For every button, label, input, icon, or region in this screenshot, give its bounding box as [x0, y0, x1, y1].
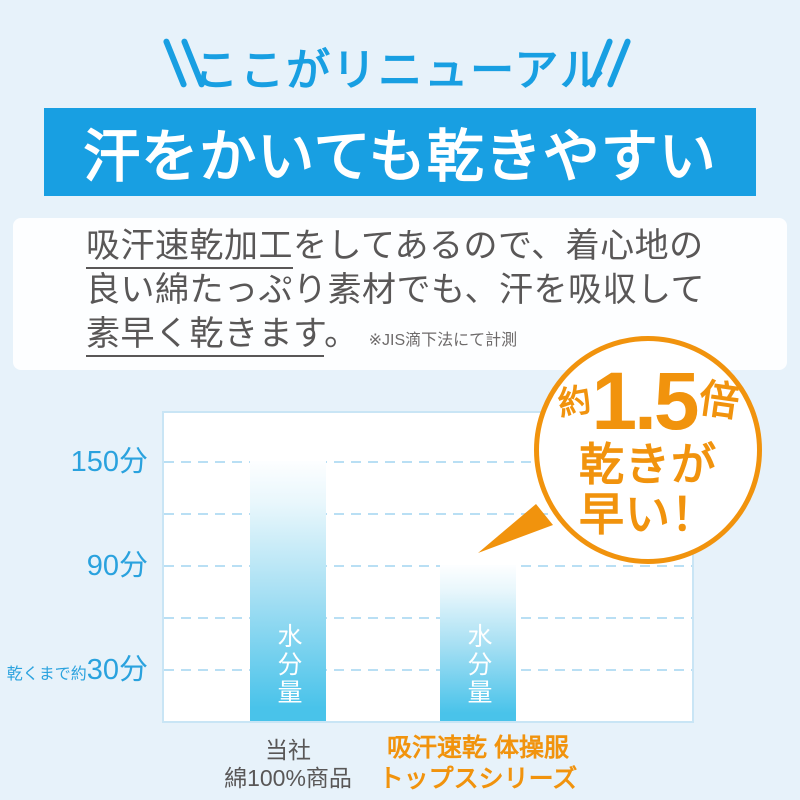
chart-gridlines	[164, 413, 692, 721]
x-label-quickdry-product: 吸汗速乾 体操服 トップスシリーズ	[378, 734, 578, 793]
badge-line-2: 乾きが	[578, 439, 717, 491]
badge-prefix: 約	[554, 380, 594, 423]
bar-0: 水分量	[250, 461, 326, 721]
gridline	[164, 617, 692, 619]
gridline	[164, 669, 692, 671]
y-axis-ticks: 150分 90分乾くまで約30分	[0, 0, 150, 800]
headline-text: 汗をかいても乾きやすい	[83, 125, 717, 189]
badge-value: 1.5	[591, 355, 700, 447]
y-tick-label: 150分	[70, 446, 148, 478]
y-tick-label: 90分	[86, 550, 148, 582]
underlined-keyword: 素早く乾きます	[86, 315, 325, 357]
y-tick-label: 乾くまで約30分	[6, 654, 148, 686]
description-line-3: 素早く乾きます。 ※JIS滴下法にて計測	[86, 312, 705, 363]
bar-inner-label: 水分量	[464, 623, 492, 707]
description-text: 吸汗速乾加工をしてあるので、着心地の 良い綿たっぷり素材でも、汗を吸収して 素早…	[86, 224, 705, 363]
description-line-2: 良い綿たっぷり素材でも、汗を吸収して	[86, 271, 705, 309]
header-title: ここがリニューアル	[194, 46, 606, 95]
description-line-1: 吸汗速乾加工をしてあるので、着心地の	[86, 224, 705, 269]
bar-1: 水分量	[440, 565, 516, 721]
gridline	[164, 513, 692, 515]
gridline	[164, 461, 692, 463]
badge-line-3: 早い！	[578, 488, 717, 540]
chart-bars: 水分量 水分量	[164, 413, 692, 721]
measurement-note: ※JIS滴下法にて計測	[368, 332, 518, 349]
underlined-keyword: 吸汗速乾加工	[86, 227, 293, 269]
headline-banner: 汗をかいても乾きやすい	[44, 108, 756, 196]
gridline	[164, 565, 692, 567]
badge-multiplier-row: 約 1.5 倍	[554, 355, 742, 447]
x-label-cotton-product: 当社 綿100%商品	[224, 737, 352, 791]
badge-suffix: 倍	[695, 376, 742, 427]
speed-badge: 約 1.5 倍 乾きが 早い！	[534, 336, 762, 564]
badge-pointer-tail	[478, 504, 553, 553]
bar-inner-label: 水分量	[274, 623, 302, 707]
